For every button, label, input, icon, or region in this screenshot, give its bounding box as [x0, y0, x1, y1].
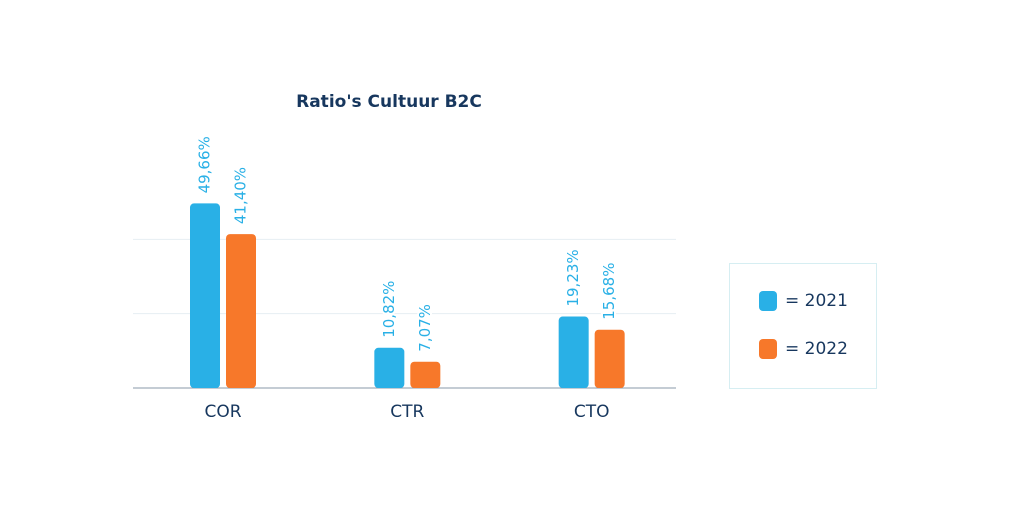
legend-label: = 2022 — [785, 339, 848, 359]
value-label: 15,68% — [600, 263, 618, 320]
bar — [410, 361, 441, 388]
legend-swatch — [759, 291, 777, 311]
legend-swatch — [759, 339, 777, 359]
bar — [190, 203, 220, 388]
chart-title: Ratio's Cultuur B2C — [296, 92, 482, 112]
bar — [226, 234, 256, 388]
bar — [594, 329, 625, 388]
legend-label: = 2021 — [785, 291, 848, 311]
value-label: 19,23% — [564, 249, 582, 306]
bar — [374, 347, 405, 388]
value-label: 10,82% — [380, 281, 398, 338]
value-label: 41,40% — [232, 167, 250, 224]
x-tick-label: CTR — [390, 402, 424, 422]
x-tick-label: CTO — [574, 402, 610, 422]
bar — [558, 316, 589, 388]
legend-box — [729, 263, 877, 389]
x-tick-label: COR — [204, 402, 241, 422]
value-label: 49,66% — [196, 136, 214, 193]
value-label: 7,07% — [416, 304, 434, 352]
